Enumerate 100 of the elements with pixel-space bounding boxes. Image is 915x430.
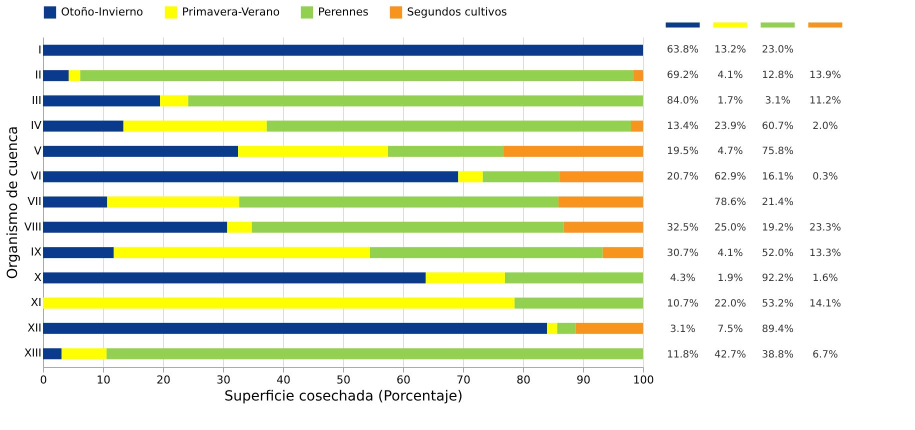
y-tick-label: XIII — [24, 346, 42, 360]
bar — [252, 222, 564, 233]
x-tick-label: 30 — [216, 374, 230, 386]
data-label: 11.2% — [809, 95, 842, 106]
bar — [123, 120, 267, 132]
legend-label: Perennes — [318, 5, 369, 18]
data-label: 3.1% — [765, 95, 790, 106]
y-tick-label: II — [35, 68, 42, 82]
data-label: 23.0% — [762, 44, 794, 56]
bar — [557, 322, 576, 334]
data-label: 25.0% — [714, 222, 746, 234]
bar — [43, 196, 108, 208]
data-label: 7.5% — [718, 324, 743, 335]
y-tick-label: VII — [27, 195, 42, 208]
data-label: 30.7% — [666, 248, 699, 259]
bar — [239, 196, 558, 208]
data-label: 23.9% — [714, 120, 746, 132]
bar — [43, 95, 160, 106]
data-label: 20.7% — [666, 172, 699, 183]
y-tick-label: XII — [27, 321, 42, 334]
bar — [106, 348, 643, 360]
data-label: 32.5% — [666, 222, 699, 234]
data-label: 4.1% — [718, 248, 743, 259]
data-label: 78.6% — [714, 197, 746, 208]
data-label: 2.0% — [812, 120, 838, 132]
bar — [633, 70, 643, 82]
data-label: 52.0% — [762, 248, 794, 259]
data-label: 42.7% — [714, 349, 746, 360]
data-label: 84.0% — [666, 95, 699, 106]
x-tick-label: 50 — [336, 374, 350, 386]
data-label: 13.9% — [809, 70, 842, 82]
x-axis-title: Superficie cosechada (Porcentaje) — [224, 388, 463, 404]
data-label: 19.2% — [762, 222, 794, 234]
bar — [43, 298, 515, 309]
data-label: 13.3% — [809, 248, 842, 259]
data-label: 4.3% — [670, 273, 696, 284]
data-label: 53.2% — [762, 298, 794, 310]
bar — [560, 171, 643, 182]
bar — [458, 171, 483, 182]
bar — [107, 196, 240, 208]
data-label: 16.1% — [762, 172, 794, 183]
data-label: 22.0% — [714, 298, 746, 310]
bar — [188, 95, 643, 106]
data-label: 75.8% — [762, 146, 794, 158]
y-tick-label: X — [34, 270, 42, 284]
data-label: 63.8% — [666, 44, 699, 56]
data-label: 38.8% — [762, 349, 794, 360]
data-label: 89.4% — [762, 324, 794, 335]
bar — [43, 171, 458, 182]
data-label: 92.2% — [762, 273, 794, 284]
bar — [370, 247, 603, 258]
y-axis-title: Organismo de cuenca — [5, 126, 22, 279]
bar — [503, 146, 643, 157]
bar — [631, 120, 643, 132]
x-tick-label: 0 — [40, 374, 47, 386]
data-label: 4.1% — [718, 70, 743, 82]
bar — [160, 95, 188, 106]
bar — [43, 120, 124, 132]
data-label: 14.1% — [809, 298, 842, 310]
legend-label: Primavera-Verano — [182, 5, 280, 18]
bar — [426, 272, 505, 284]
x-tick-label: 40 — [276, 374, 290, 386]
y-tick-label: I — [38, 43, 42, 56]
bar — [43, 272, 426, 284]
bar — [547, 322, 558, 334]
y-tick-label: XI — [30, 296, 42, 310]
data-label: 62.9% — [714, 172, 746, 183]
legend-label: Segundos cultivos — [407, 5, 508, 18]
bar — [43, 322, 547, 334]
data-label: 1.9% — [718, 273, 743, 284]
bar — [43, 146, 238, 157]
y-tick-label: III — [32, 94, 42, 107]
data-label: 1.7% — [718, 95, 743, 106]
bar — [80, 70, 634, 82]
legend-label: Otoño-Invierno — [61, 5, 144, 18]
bar — [514, 298, 643, 309]
x-tick-label: 10 — [96, 374, 110, 386]
x-tick-label: 60 — [396, 374, 410, 386]
bar — [43, 44, 643, 56]
bar — [43, 70, 69, 82]
y-tick-label: IX — [30, 246, 42, 259]
bar — [505, 272, 643, 284]
bar — [602, 247, 643, 258]
data-label: 11.8% — [666, 349, 699, 360]
x-tick-label: 90 — [576, 374, 590, 386]
bar — [238, 146, 388, 157]
bar — [266, 120, 631, 132]
y-tick-label: V — [34, 144, 42, 158]
data-label: 3.1% — [670, 324, 696, 335]
data-label: 23.3% — [809, 222, 842, 234]
bar — [43, 247, 114, 258]
data-label: 10.7% — [666, 298, 699, 310]
data-label: 1.6% — [812, 273, 838, 284]
bar — [576, 322, 643, 334]
y-tick-label: VIII — [24, 220, 42, 234]
data-label: 12.8% — [762, 70, 794, 82]
x-tick-label: 100 — [633, 374, 654, 386]
bar — [62, 348, 107, 360]
data-label: 21.4% — [762, 197, 794, 208]
data-label: 69.2% — [666, 70, 699, 82]
